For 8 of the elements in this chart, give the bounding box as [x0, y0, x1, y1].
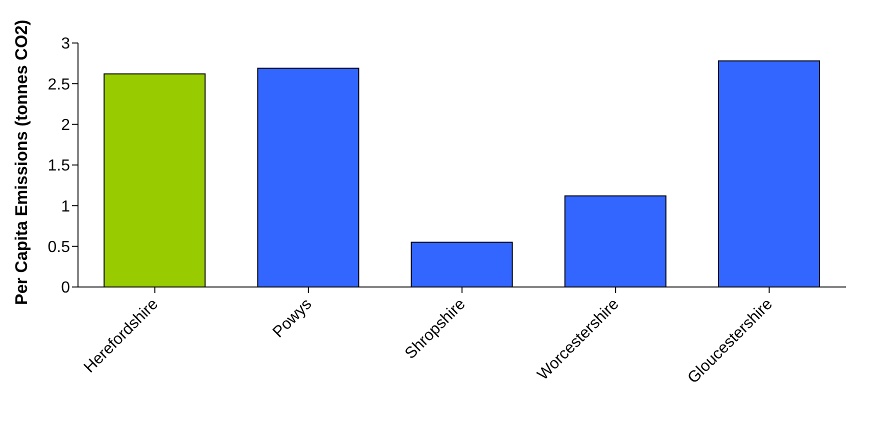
y-axis-title: Per Capita Emissions (tonnes CO2) — [12, 20, 32, 305]
y-tick-label: 2 — [61, 117, 70, 134]
y-tick-label: 0.5 — [48, 239, 70, 256]
y-tick-label: 3 — [61, 36, 70, 53]
y-tick-label: 2.5 — [48, 76, 70, 94]
y-tick-label: 0 — [61, 280, 70, 297]
y-tick-label: 1 — [61, 198, 70, 216]
y-tick-label: 1.5 — [48, 158, 70, 175]
